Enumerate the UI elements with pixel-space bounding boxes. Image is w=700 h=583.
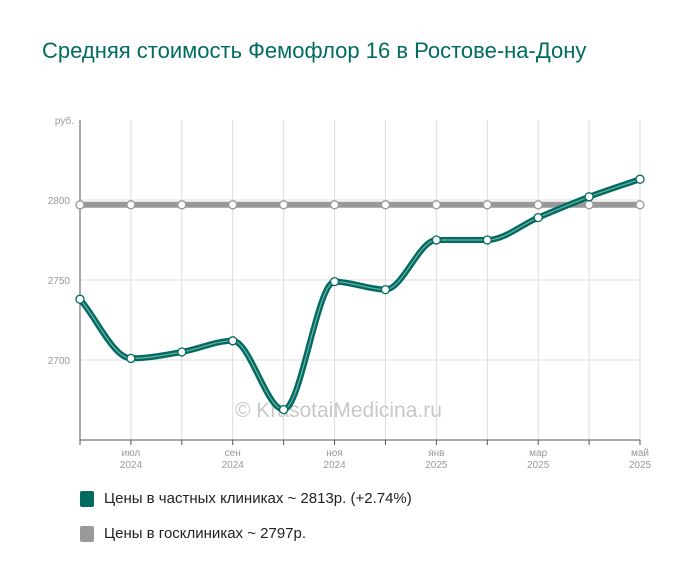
x-tick-year: 2024 bbox=[222, 460, 245, 470]
y-tick-label: 2750 bbox=[48, 276, 71, 287]
y-axis-unit: руб. bbox=[55, 115, 74, 127]
point-public-2025-04 bbox=[584, 200, 594, 210]
point-private-2024-08 bbox=[177, 347, 187, 357]
series-lines bbox=[77, 176, 643, 413]
legend-swatch bbox=[80, 525, 94, 542]
point-public-2024-10 bbox=[278, 200, 289, 210]
x-tick-label: июл bbox=[122, 448, 141, 459]
tick-labels: 270027502800руб.июл2024сен2024ноя2024янв… bbox=[48, 115, 652, 470]
point-private-2024-09 bbox=[228, 336, 238, 346]
point-public-2025-01 bbox=[431, 200, 442, 210]
data-points bbox=[75, 174, 645, 415]
point-public-2024-08 bbox=[177, 200, 187, 210]
x-tick-year: 2025 bbox=[425, 460, 448, 470]
x-tick-year: 2024 bbox=[120, 460, 143, 470]
legend-item-private: Цены в частных клиниках ~ 2813р. (+2.74%… bbox=[80, 490, 412, 507]
point-private-2024-06 bbox=[75, 294, 85, 304]
legend-item-public: Цены в госклиниках ~ 2797р. bbox=[80, 525, 306, 542]
series-line-private-highlight bbox=[79, 178, 641, 411]
point-private-2025-02 bbox=[482, 235, 492, 245]
point-public-2024-09 bbox=[228, 200, 238, 210]
point-public-2024-07 bbox=[126, 200, 136, 210]
x-tick-year: 2024 bbox=[323, 460, 346, 470]
chart-title: Средняя стоимость Фемофлор 16 в Ростове-… bbox=[42, 38, 587, 63]
x-tick-year: 2025 bbox=[629, 460, 652, 470]
point-private-2024-12 bbox=[380, 284, 391, 295]
series-line-private bbox=[77, 176, 643, 413]
point-private-2025-01 bbox=[431, 235, 442, 245]
legend-label: Цены в частных клиниках ~ 2813р. (+2.74%… bbox=[104, 490, 412, 507]
point-public-2024-06 bbox=[75, 200, 85, 210]
point-public-2025-05 bbox=[635, 200, 645, 210]
x-tick-label: сен bbox=[225, 448, 241, 459]
point-public-2024-12 bbox=[380, 200, 391, 210]
point-public-2025-03 bbox=[533, 200, 543, 210]
x-tick-label: янв bbox=[428, 448, 444, 459]
point-private-2024-10 bbox=[278, 404, 289, 415]
y-tick-label: 2800 bbox=[48, 196, 71, 207]
x-tick-label: ноя bbox=[326, 448, 343, 459]
axes bbox=[79, 120, 641, 445]
watermark: © KrasotaiMedicina.ru bbox=[235, 399, 442, 422]
grid bbox=[80, 120, 641, 440]
point-private-2024-11 bbox=[329, 276, 340, 287]
x-tick-year: 2025 bbox=[527, 460, 550, 470]
point-private-2025-04 bbox=[584, 192, 594, 202]
legend-swatch bbox=[80, 490, 94, 507]
point-public-2024-11 bbox=[329, 200, 340, 210]
point-private-2024-07 bbox=[126, 353, 136, 364]
x-tick-label: мар bbox=[529, 448, 547, 459]
point-private-2025-05 bbox=[635, 174, 645, 184]
x-tick-label: май bbox=[631, 448, 649, 459]
legend-label: Цены в госклиниках ~ 2797р. bbox=[104, 525, 307, 542]
point-private-2025-03 bbox=[533, 212, 543, 223]
line-chart: © KrasotaiMedicina.ru 2700 2750 2800 руб. ию… bbox=[48, 115, 652, 470]
point-public-2025-02 bbox=[482, 200, 492, 210]
y-tick-label: 2700 bbox=[48, 356, 71, 367]
